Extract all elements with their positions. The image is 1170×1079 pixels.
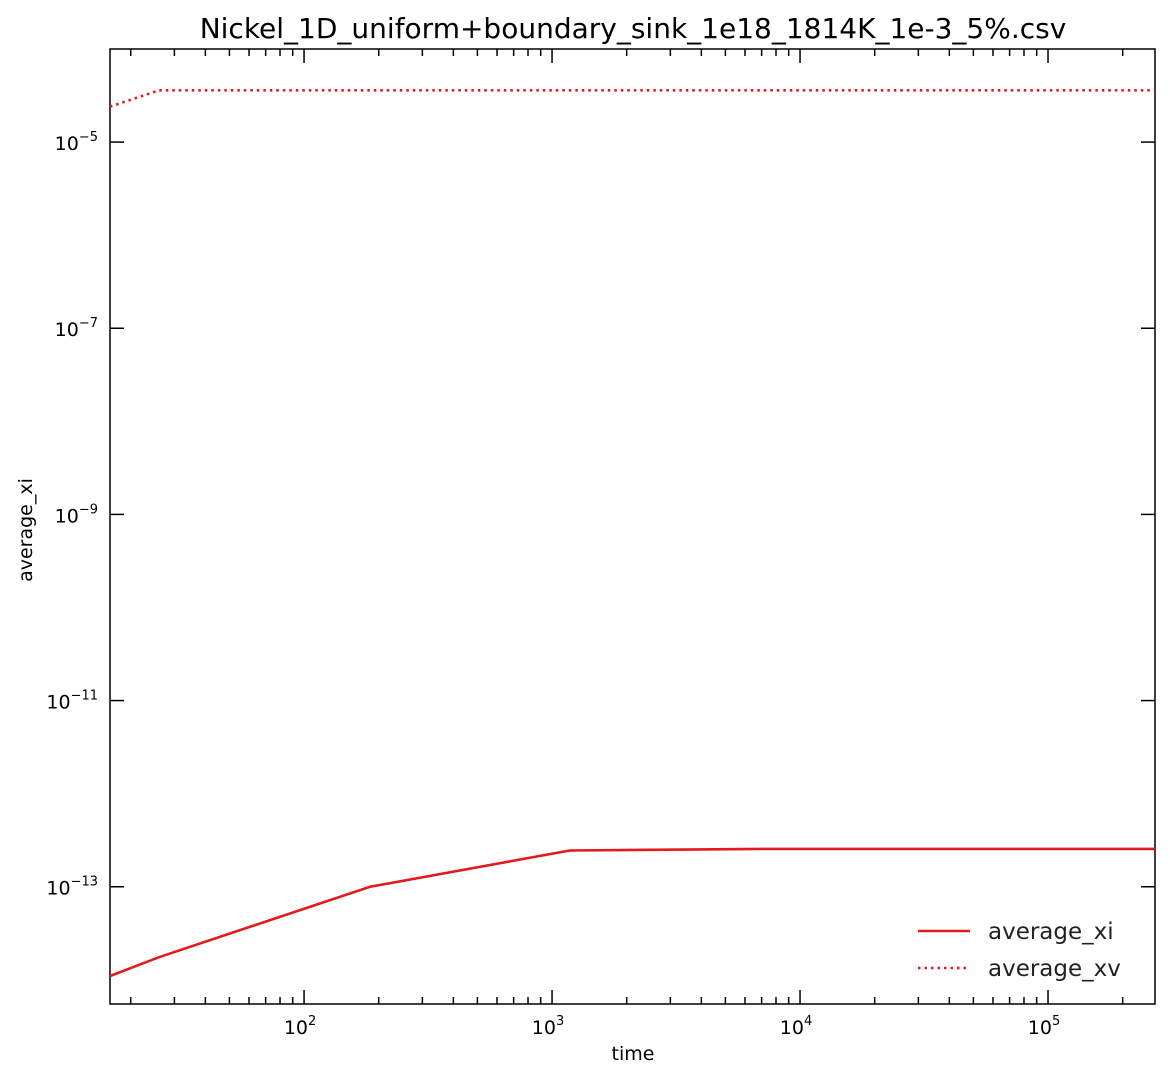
x-tick-label: 104 — [780, 1014, 812, 1039]
y-tick-label: 10−13 — [46, 875, 98, 900]
x-tick-labels: 102 103 104 105 — [284, 1014, 1060, 1039]
x-tick-label: 105 — [1028, 1014, 1060, 1039]
series-lines — [109, 89, 1155, 978]
y-axis-label: average_xi — [15, 478, 37, 582]
x-axis-label: time — [612, 1043, 655, 1065]
axis-ticks — [110, 49, 1155, 1004]
legend: average_xi average_xv — [918, 919, 1121, 982]
legend-label-average-xv: average_xv — [988, 956, 1121, 982]
series-line-average-xi — [109, 847, 1155, 978]
series-line-average-xv — [109, 89, 1155, 108]
y-tick-label: 10−5 — [55, 130, 98, 155]
x-tick-label: 102 — [284, 1014, 316, 1039]
y-tick-label: 10−7 — [55, 316, 98, 341]
y-tick-label: 10−9 — [55, 502, 98, 527]
plot-frame — [109, 48, 1156, 1005]
chart-title: Nickel_1D_uniform+boundary_sink_1e18_181… — [200, 12, 1067, 45]
y-tick-label: 10−11 — [46, 689, 98, 714]
legend-label-average-xi: average_xi — [988, 919, 1114, 945]
y-tick-labels: 10−13 10−11 10−9 10−7 10−5 — [46, 130, 98, 900]
x-tick-label: 103 — [532, 1014, 564, 1039]
